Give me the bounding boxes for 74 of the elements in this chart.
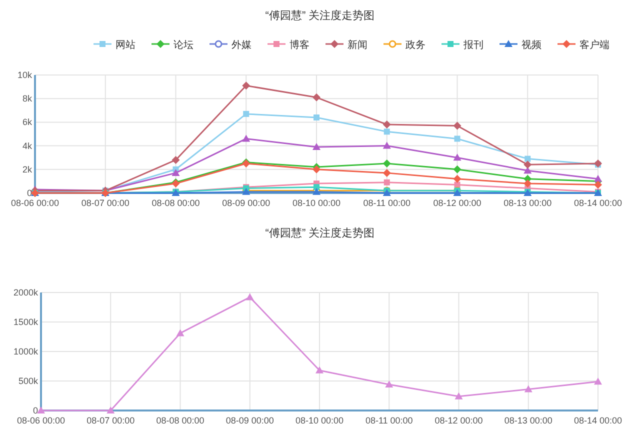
y-tick-label: 8k — [22, 94, 32, 104]
point — [453, 154, 462, 161]
y-tick-label: 1500k — [13, 317, 38, 327]
legend-label: 外媒 — [232, 40, 252, 51]
point — [453, 165, 462, 174]
x-tick-label: 08-09 00:00 — [226, 416, 274, 426]
legend-label: 新闻 — [348, 39, 368, 51]
point — [172, 156, 180, 164]
y-tick-label: 2k — [22, 164, 32, 174]
point — [382, 160, 391, 168]
x-tick-label: 08-10 00:00 — [292, 198, 341, 208]
point — [242, 134, 250, 142]
x-tick-label: 08-13 00:00 — [504, 198, 552, 208]
x-tick-label: 08-12 00:00 — [433, 198, 482, 208]
legend-label: 客户端 — [580, 39, 610, 51]
x-tick-label: 08-13 00:00 — [504, 416, 552, 426]
y-tick-label: 10k — [17, 70, 32, 80]
point — [312, 142, 320, 150]
x-tick-label: 08-10 00:00 — [295, 416, 344, 426]
point — [384, 128, 390, 135]
point — [524, 166, 532, 174]
point — [385, 380, 394, 388]
y-tick-label: 2000k — [13, 288, 38, 298]
y-tick-label: 0 — [32, 406, 38, 416]
legend-label: 博客 — [290, 39, 310, 51]
point — [453, 122, 462, 130]
point — [176, 329, 184, 336]
point — [316, 366, 324, 374]
point — [384, 179, 390, 186]
point — [524, 385, 532, 392]
point — [594, 174, 602, 182]
chart-title: “傅园慧” 关注度走势图 — [265, 226, 375, 240]
point — [524, 156, 531, 162]
point — [382, 120, 391, 129]
point — [312, 93, 320, 102]
point — [453, 174, 462, 183]
point — [524, 160, 532, 169]
x-tick-label: 08-14 00:00 — [574, 198, 622, 208]
point — [106, 406, 115, 414]
chart-title: “傅园慧” 关注度走势图 — [265, 9, 375, 22]
legend-label: 视频 — [522, 39, 542, 51]
point — [594, 378, 602, 385]
point — [454, 136, 460, 142]
point — [314, 184, 320, 190]
x-tick-label: 08-09 00:00 — [222, 198, 270, 208]
x-tick-label: 08-11 00:00 — [365, 416, 413, 426]
point — [382, 142, 391, 149]
legend-label: 网站 — [116, 39, 136, 51]
point — [314, 114, 320, 120]
legend-label: 论坛 — [174, 39, 194, 51]
x-tick-label: 08-07 00:00 — [86, 416, 135, 426]
x-tick-label: 08-08 00:00 — [156, 416, 204, 426]
point — [382, 168, 391, 177]
point — [594, 180, 602, 189]
point — [246, 293, 254, 300]
point — [524, 180, 532, 188]
x-tick-label: 08-07 00:00 — [81, 198, 130, 208]
x-tick-label: 08-12 00:00 — [434, 416, 483, 426]
y-tick-label: 6k — [22, 117, 32, 128]
legend-label: 报刊 — [462, 39, 484, 51]
y-tick-label: 4k — [22, 140, 32, 151]
y-tick-label: 1000k — [13, 346, 38, 356]
x-tick-label: 08-11 00:00 — [363, 198, 411, 208]
x-tick-label: 08-14 00:00 — [574, 416, 622, 426]
point — [454, 392, 463, 400]
y-tick-label: 500k — [18, 376, 38, 386]
point — [172, 168, 180, 176]
x-tick-label: 08-06 00:00 — [16, 416, 66, 426]
point — [243, 110, 250, 117]
x-tick-label: 08-08 00:00 — [152, 198, 200, 208]
point — [242, 82, 250, 90]
legend-label: 政务 — [406, 39, 426, 51]
x-tick-label: 08-06 00:00 — [10, 198, 60, 208]
y-tick-label: 0 — [26, 188, 32, 198]
